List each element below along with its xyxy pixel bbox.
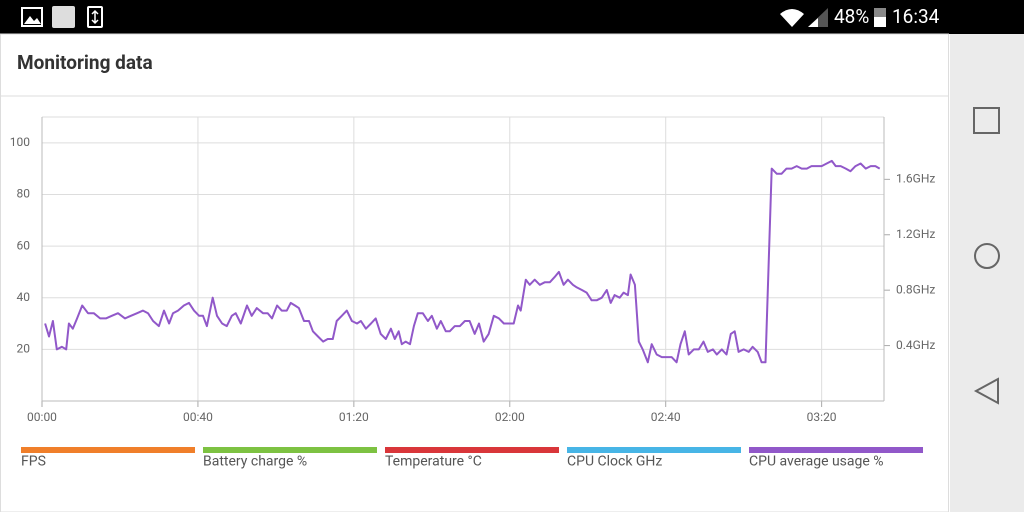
download-icon [87, 6, 103, 28]
legend-swatch [203, 447, 377, 453]
legend-label: CPU average usage % [749, 454, 884, 470]
app-icon [52, 6, 75, 28]
y-tick-label: 80 [17, 187, 31, 201]
gallery-icon [21, 7, 43, 27]
signal-strength [808, 18, 818, 27]
y-tick-label: 100 [10, 135, 30, 149]
home-button[interactable] [974, 243, 1000, 269]
x-tick-label: 02:00 [495, 410, 525, 424]
recents-button[interactable] [973, 107, 1000, 134]
x-tick-label: 01:20 [339, 410, 369, 424]
legend-label: FPS [21, 454, 46, 470]
legend-swatch [749, 447, 923, 453]
nav-bar [950, 34, 1024, 512]
legend-label: Temperature °C [385, 454, 482, 470]
wifi-icon [780, 9, 804, 27]
y2-tick-label: 1.6GHz [896, 172, 935, 186]
x-tick-label: 00:00 [27, 410, 57, 424]
y2-tick-label: 1.2GHz [896, 227, 935, 241]
download-arrow [91, 9, 99, 25]
battery-level [874, 17, 886, 27]
legend-label: Battery charge % [203, 454, 307, 470]
y-tick-label: 40 [17, 290, 31, 304]
card-title: Monitoring data [17, 51, 153, 74]
status-bar [0, 0, 1024, 34]
gallery-icon-shape [24, 16, 41, 24]
clock: 16:34 [892, 5, 940, 28]
y-tick-label: 60 [17, 238, 31, 252]
y2-tick-label: 0.8GHz [896, 282, 935, 296]
y2-tick-label: 0.4GHz [896, 338, 935, 352]
x-tick-label: 00:40 [183, 410, 213, 424]
x-tick-label: 03:20 [807, 410, 837, 424]
battery-percent: 48% [834, 5, 869, 28]
legend-label: CPU Clock GHz [567, 454, 662, 470]
y-tick-label: 20 [17, 342, 31, 356]
plot: 20 40 60 80 100 00:00 00:40 01:20 02:00 02:40 03:2… [10, 116, 935, 470]
signal-icon [808, 8, 828, 27]
legend-swatch [385, 447, 559, 453]
legend-swatch [567, 447, 741, 453]
series-line [44, 159, 881, 364]
back-button[interactable] [973, 377, 999, 405]
x-tick-label: 02:40 [651, 410, 681, 424]
card [0, 33, 949, 512]
legend-swatch [21, 447, 195, 453]
